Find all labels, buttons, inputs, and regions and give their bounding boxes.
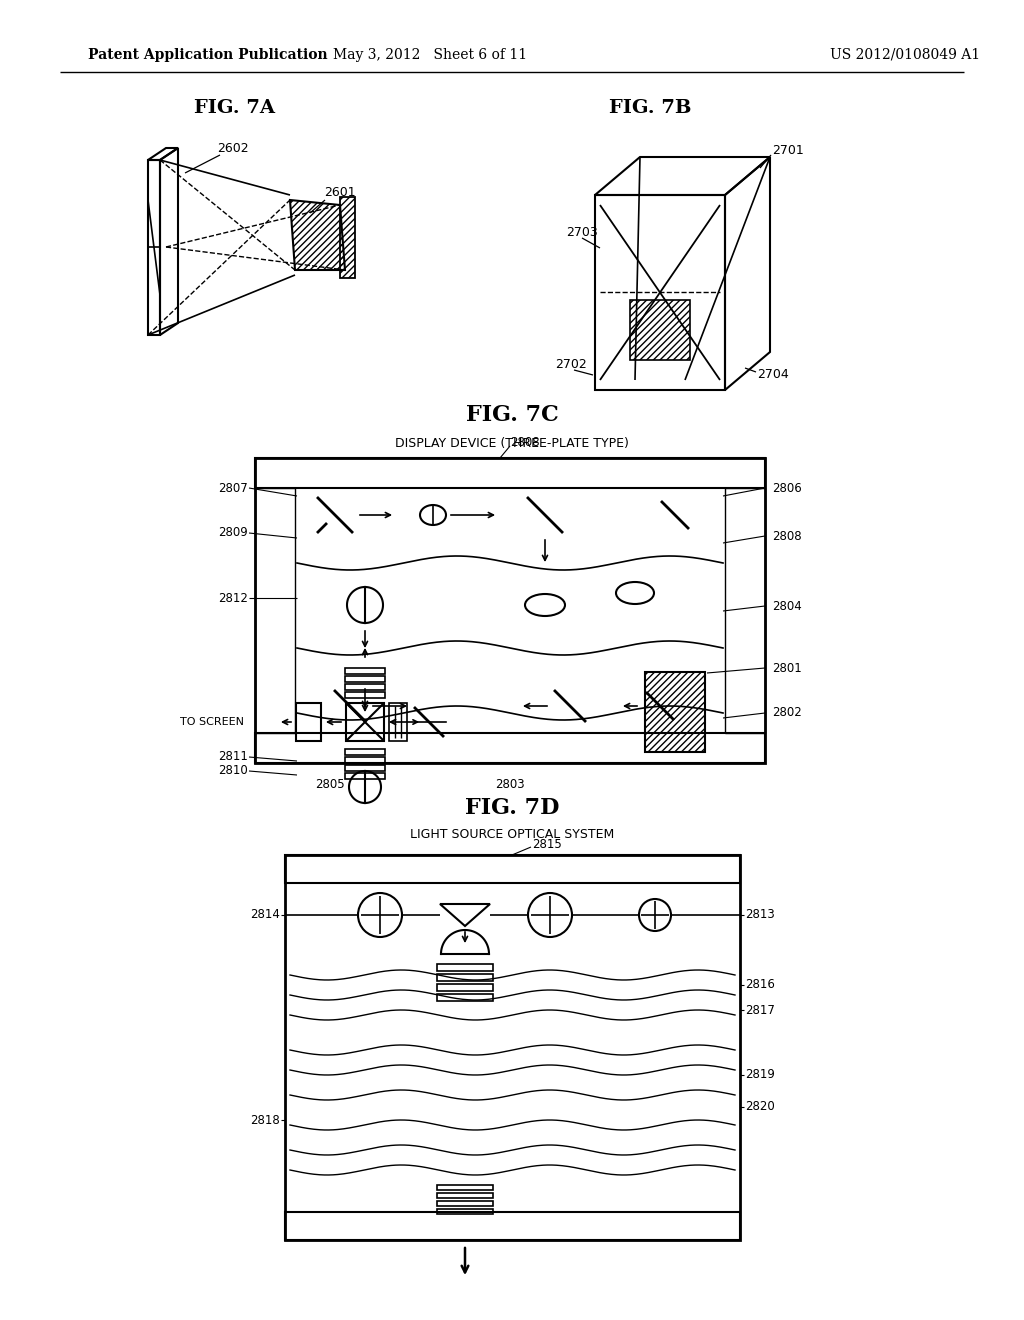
Text: 2818: 2818 <box>250 1114 280 1126</box>
Text: 2813: 2813 <box>745 908 775 921</box>
Bar <box>437 994 493 1001</box>
Text: 2702: 2702 <box>555 359 587 371</box>
Bar <box>345 756 385 763</box>
Bar <box>285 1212 740 1239</box>
Bar <box>725 488 765 733</box>
Text: 2812: 2812 <box>218 591 248 605</box>
Bar <box>255 733 765 763</box>
Text: US 2012/0108049 A1: US 2012/0108049 A1 <box>830 48 980 62</box>
Text: 2810: 2810 <box>218 764 248 777</box>
Text: TO SCREEN: TO SCREEN <box>180 717 244 727</box>
Bar <box>437 1185 493 1191</box>
Text: Patent Application Publication: Patent Application Publication <box>88 48 328 62</box>
Text: May 3, 2012   Sheet 6 of 11: May 3, 2012 Sheet 6 of 11 <box>333 48 527 62</box>
Bar <box>437 1209 493 1214</box>
Bar <box>285 855 740 883</box>
Bar <box>345 684 385 690</box>
Text: 2808: 2808 <box>510 437 540 450</box>
Bar <box>285 855 740 883</box>
Text: 2811: 2811 <box>218 751 248 763</box>
Bar <box>725 488 765 733</box>
Text: 2704: 2704 <box>757 368 788 381</box>
Bar <box>345 676 385 682</box>
Bar <box>345 748 385 755</box>
Bar <box>437 964 493 972</box>
Bar <box>345 774 385 779</box>
Bar <box>255 488 295 733</box>
Bar <box>285 1212 740 1239</box>
Text: 2816: 2816 <box>745 978 775 991</box>
Text: FIG. 7A: FIG. 7A <box>195 99 275 117</box>
Bar <box>255 458 765 488</box>
Text: 2809: 2809 <box>218 527 248 540</box>
Text: 2802: 2802 <box>772 706 802 719</box>
Bar <box>255 458 765 488</box>
Text: 2820: 2820 <box>745 1101 775 1114</box>
Text: FIG. 7B: FIG. 7B <box>608 99 691 117</box>
Text: 2703: 2703 <box>566 226 598 239</box>
Bar <box>437 1201 493 1206</box>
Text: 2801: 2801 <box>772 661 802 675</box>
Text: 2815: 2815 <box>532 838 562 851</box>
Text: 2807: 2807 <box>218 482 248 495</box>
Text: LIGHT SOURCE OPTICAL SYSTEM: LIGHT SOURCE OPTICAL SYSTEM <box>410 829 614 842</box>
Bar <box>437 1193 493 1199</box>
Text: 2808: 2808 <box>772 529 802 543</box>
Bar <box>346 704 384 741</box>
Bar <box>255 733 765 763</box>
Text: 2806: 2806 <box>772 482 802 495</box>
Bar <box>345 766 385 771</box>
Bar <box>345 668 385 675</box>
Text: FIG. 7C: FIG. 7C <box>466 404 558 426</box>
Bar <box>255 488 295 733</box>
Text: 2701: 2701 <box>772 144 804 157</box>
Bar <box>285 855 740 1239</box>
Bar <box>345 692 385 698</box>
Bar <box>437 974 493 981</box>
Text: FIG. 7D: FIG. 7D <box>465 797 559 818</box>
Text: 2817: 2817 <box>745 1003 775 1016</box>
Text: 2819: 2819 <box>745 1068 775 1081</box>
Bar <box>645 672 705 752</box>
Text: 2601: 2601 <box>325 186 355 199</box>
Text: 2804: 2804 <box>772 599 802 612</box>
Text: 2602: 2602 <box>217 141 249 154</box>
Bar <box>389 704 407 741</box>
Bar <box>255 458 765 763</box>
Text: 2805: 2805 <box>315 777 345 791</box>
Bar <box>296 704 321 741</box>
Text: DISPLAY DEVICE (THREE-PLATE TYPE): DISPLAY DEVICE (THREE-PLATE TYPE) <box>395 437 629 450</box>
Text: 2814: 2814 <box>250 908 280 921</box>
Text: 2803: 2803 <box>496 777 525 791</box>
Bar <box>437 983 493 991</box>
